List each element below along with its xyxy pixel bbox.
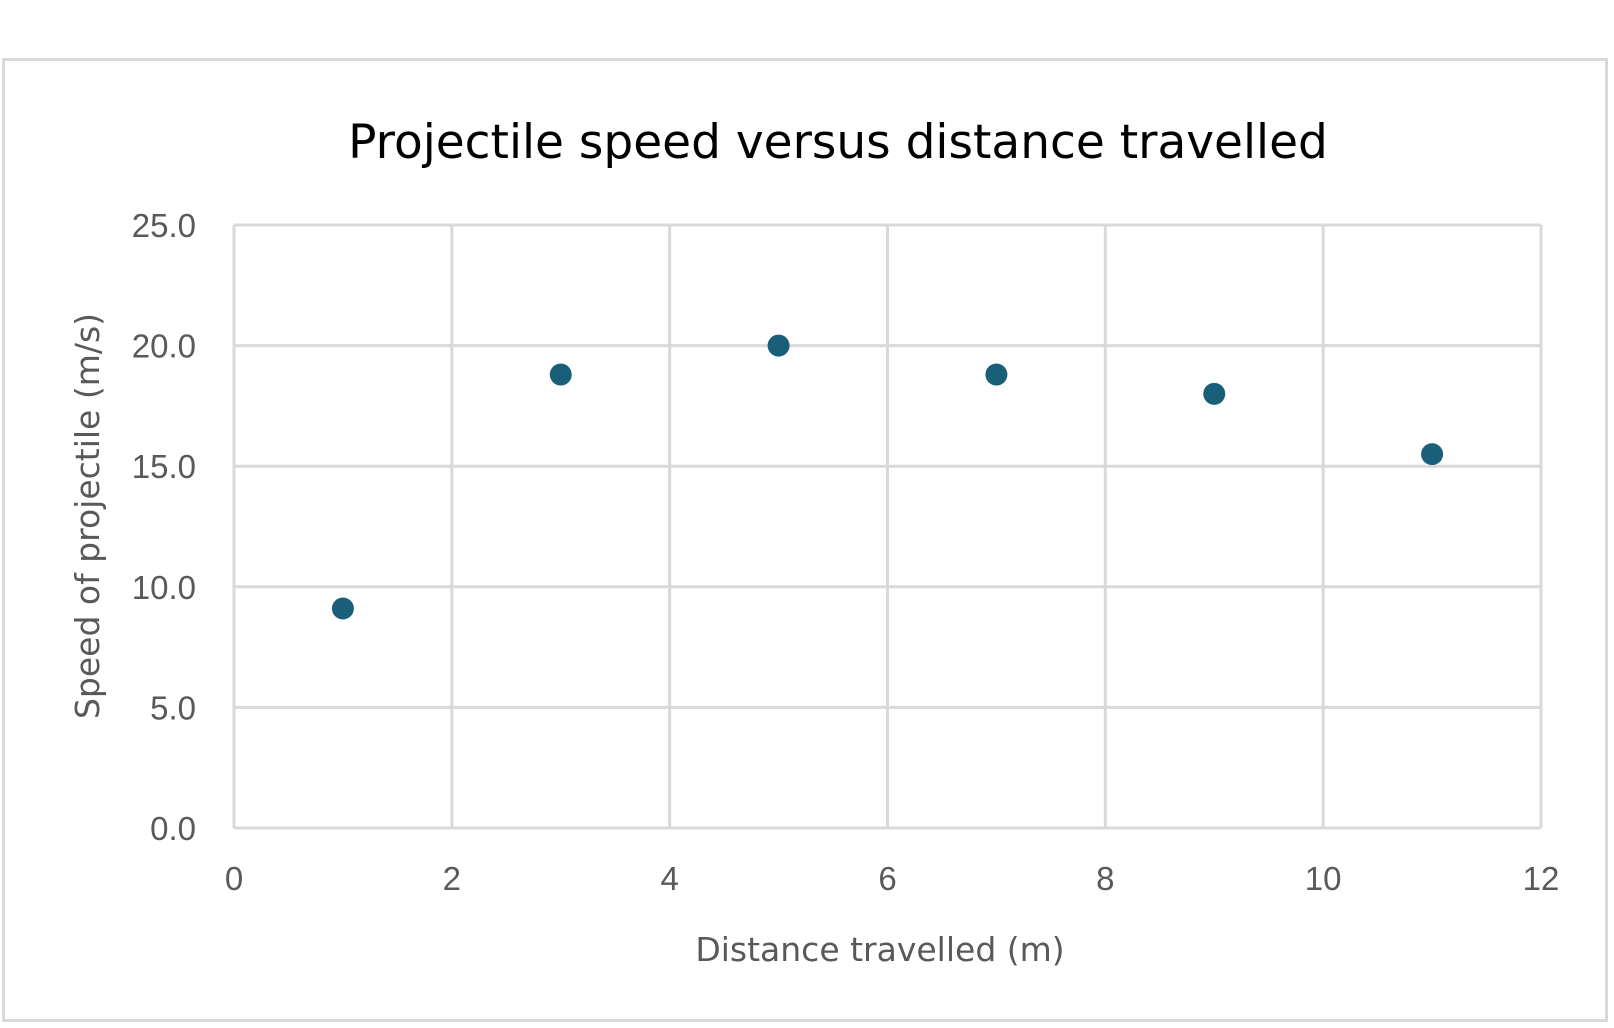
y-tick-label: 5.0: [150, 689, 196, 726]
grid: [232, 223, 1543, 830]
chart-frame: [2, 58, 1608, 1022]
data-point: [985, 363, 1008, 386]
y-tick-label: 25.0: [132, 207, 196, 244]
x-axis-title: Distance travelled (m): [695, 930, 1064, 969]
x-tick-label: 4: [660, 860, 678, 897]
data-point: [1203, 382, 1226, 405]
x-tick-label: 0: [225, 860, 243, 897]
x-tick-label: 6: [878, 860, 896, 897]
x-tick-label: 12: [1523, 860, 1560, 897]
data-point: [1421, 443, 1444, 466]
data-point: [549, 363, 572, 386]
data-point: [331, 597, 354, 620]
y-tick-label: 0.0: [150, 810, 196, 847]
data-points: [331, 334, 1444, 620]
y-tick-labels: 0.0 5.0 10.0 15.0 20.0 25.0: [132, 207, 196, 847]
data-point: [767, 334, 790, 357]
x-tick-labels: 0 2 4 6 8 10 12: [225, 860, 1560, 897]
y-axis-title: Speed of projectile (m/s): [68, 313, 107, 719]
y-tick-label: 15.0: [132, 448, 196, 485]
y-tick-label: 20.0: [132, 328, 196, 365]
x-tick-label: 2: [443, 860, 461, 897]
x-tick-label: 8: [1096, 860, 1114, 897]
x-tick-label: 10: [1305, 860, 1342, 897]
chart-title: Projectile speed versus distance travell…: [348, 115, 1328, 170]
y-tick-label: 10.0: [132, 569, 196, 606]
